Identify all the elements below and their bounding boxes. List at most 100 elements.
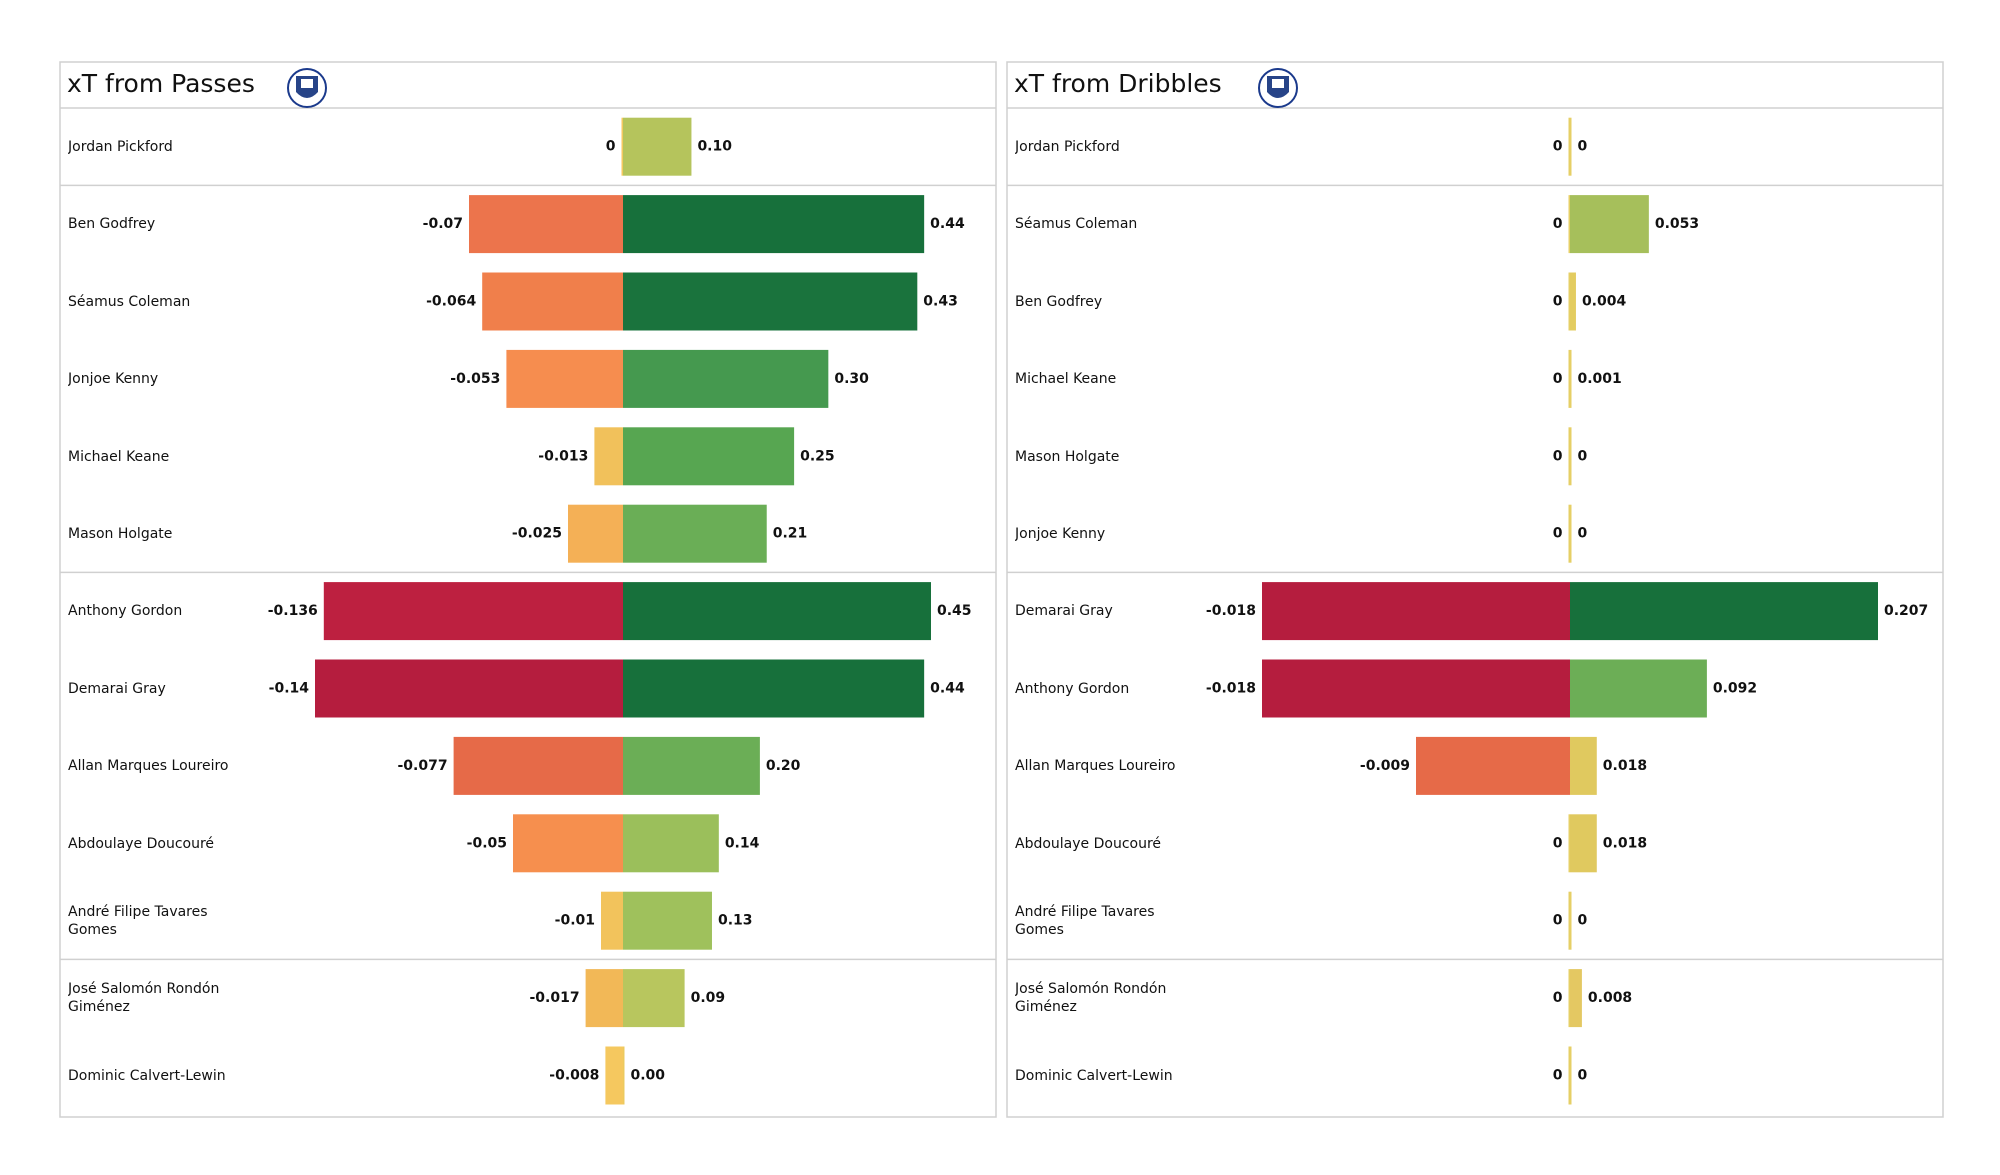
player-label: Séamus Coleman	[68, 294, 190, 310]
bar	[623, 349, 829, 408]
player-name: Michael Keane	[1015, 371, 1117, 388]
bar	[623, 504, 767, 563]
bar	[1570, 1046, 1572, 1105]
value-label: 0	[1578, 448, 1588, 464]
player-name: Jordan Pickford	[68, 139, 173, 155]
value-label: -0.064	[426, 294, 476, 310]
bar	[621, 117, 623, 176]
player-label: Allan Marques Loureiro	[68, 758, 229, 774]
bar	[1568, 969, 1570, 1028]
value-label: -0.053	[450, 371, 500, 387]
value-label: -0.14	[269, 681, 310, 697]
bar	[1568, 195, 1570, 254]
player-label: Ben Godfrey	[68, 216, 156, 233]
value-label: 0.018	[1603, 758, 1647, 774]
value-label: 0	[1553, 990, 1563, 1006]
value-label: 0.00	[631, 1068, 666, 1084]
value-label: 0	[606, 139, 616, 155]
value-label: -0.01	[555, 913, 595, 929]
bar	[1568, 349, 1570, 408]
bar	[1568, 117, 1570, 176]
bar	[1416, 736, 1570, 795]
bar	[1570, 659, 1707, 718]
value-label: 0.008	[1588, 990, 1632, 1006]
player-label: Michael Keane	[68, 448, 170, 465]
bar	[1568, 814, 1570, 873]
player-name: André Filipe Tavares Gomes	[1015, 904, 1155, 938]
bar	[506, 349, 623, 408]
value-label: -0.136	[268, 603, 318, 619]
panel-frames	[59, 61, 1944, 1118]
value-label: 0	[1553, 371, 1563, 387]
value-label: 0	[1553, 448, 1563, 464]
bar	[323, 582, 623, 641]
bar	[623, 891, 712, 950]
player-name: Mason Holgate	[68, 526, 173, 542]
player-name: Anthony Gordon	[68, 603, 183, 620]
value-label: 0	[1553, 216, 1563, 232]
value-label: 0.207	[1884, 603, 1928, 619]
player-name: Demarai Gray	[68, 680, 166, 697]
value-label: 0.43	[923, 294, 958, 310]
value-label: -0.018	[1206, 603, 1256, 619]
bar	[623, 736, 760, 795]
bar	[1568, 891, 1570, 950]
player-label: Mason Holgate	[68, 526, 173, 542]
bar	[585, 969, 623, 1028]
value-label: 0.44	[930, 681, 965, 697]
player-name: Michael Keane	[68, 448, 170, 465]
player-label: Jonjoe Kenny	[68, 371, 159, 388]
player-name: Ben Godfrey	[68, 216, 156, 233]
value-label: 0	[1553, 294, 1563, 310]
value-label: 0.09	[691, 990, 726, 1006]
player-label: Jordan Pickford	[68, 139, 173, 155]
bar	[1262, 659, 1570, 718]
player-name: Jonjoe Kenny	[1015, 526, 1106, 542]
bar	[1570, 195, 1649, 254]
bar	[623, 969, 685, 1028]
player-name: Dominic Calvert-Lewin	[1015, 1067, 1173, 1084]
bar	[623, 1046, 625, 1105]
value-label: 0.092	[1713, 681, 1757, 697]
value-label: 0	[1578, 1068, 1588, 1084]
value-label: 0.21	[773, 526, 808, 542]
bar	[1570, 582, 1878, 641]
value-label: 0.25	[800, 448, 835, 464]
bar	[623, 659, 925, 718]
bar	[1568, 1046, 1570, 1105]
player-label: Dominic Calvert-Lewin	[68, 1068, 226, 1084]
player-name: Séamus Coleman	[1015, 216, 1138, 233]
bar	[1570, 272, 1576, 331]
player-label: Abdoulaye Doucouré	[68, 836, 214, 852]
player-name: Jonjoe Kenny	[68, 371, 159, 388]
player-label: José Salomón Rondón Giménez	[1015, 981, 1166, 1015]
value-label: -0.018	[1206, 681, 1256, 697]
panel-title: xT from Passes	[67, 69, 255, 98]
player-name: Abdoulaye Doucouré	[1015, 835, 1162, 852]
bar	[1568, 427, 1570, 486]
value-label: 0	[1578, 526, 1588, 542]
value-label: 0	[1553, 139, 1563, 155]
value-label: -0.008	[549, 1068, 599, 1084]
player-name: José Salomón Rondón Giménez	[68, 981, 220, 1016]
value-label: 0	[1553, 913, 1563, 929]
value-label: -0.009	[1360, 758, 1410, 774]
value-label: -0.077	[398, 758, 448, 774]
bar	[315, 659, 623, 718]
player-label: José Salomón Rondón Giménez	[68, 981, 220, 1016]
player-label: Demarai Gray	[1015, 603, 1113, 620]
player-label: André Filipe Tavares Gomes	[1015, 904, 1155, 938]
player-label: Anthony Gordon	[68, 603, 183, 620]
player-label: Séamus Coleman	[1015, 216, 1138, 233]
bar	[1570, 349, 1572, 408]
bar	[623, 582, 931, 641]
player-name: Ben Godfrey	[1015, 293, 1103, 310]
player-name: Demarai Gray	[1015, 603, 1113, 620]
value-label: -0.05	[467, 835, 507, 851]
bar	[1568, 272, 1570, 331]
player-label: Mason Holgate	[1015, 449, 1119, 465]
bar	[469, 195, 623, 254]
bar	[601, 891, 623, 950]
value-label: -0.025	[512, 526, 562, 542]
